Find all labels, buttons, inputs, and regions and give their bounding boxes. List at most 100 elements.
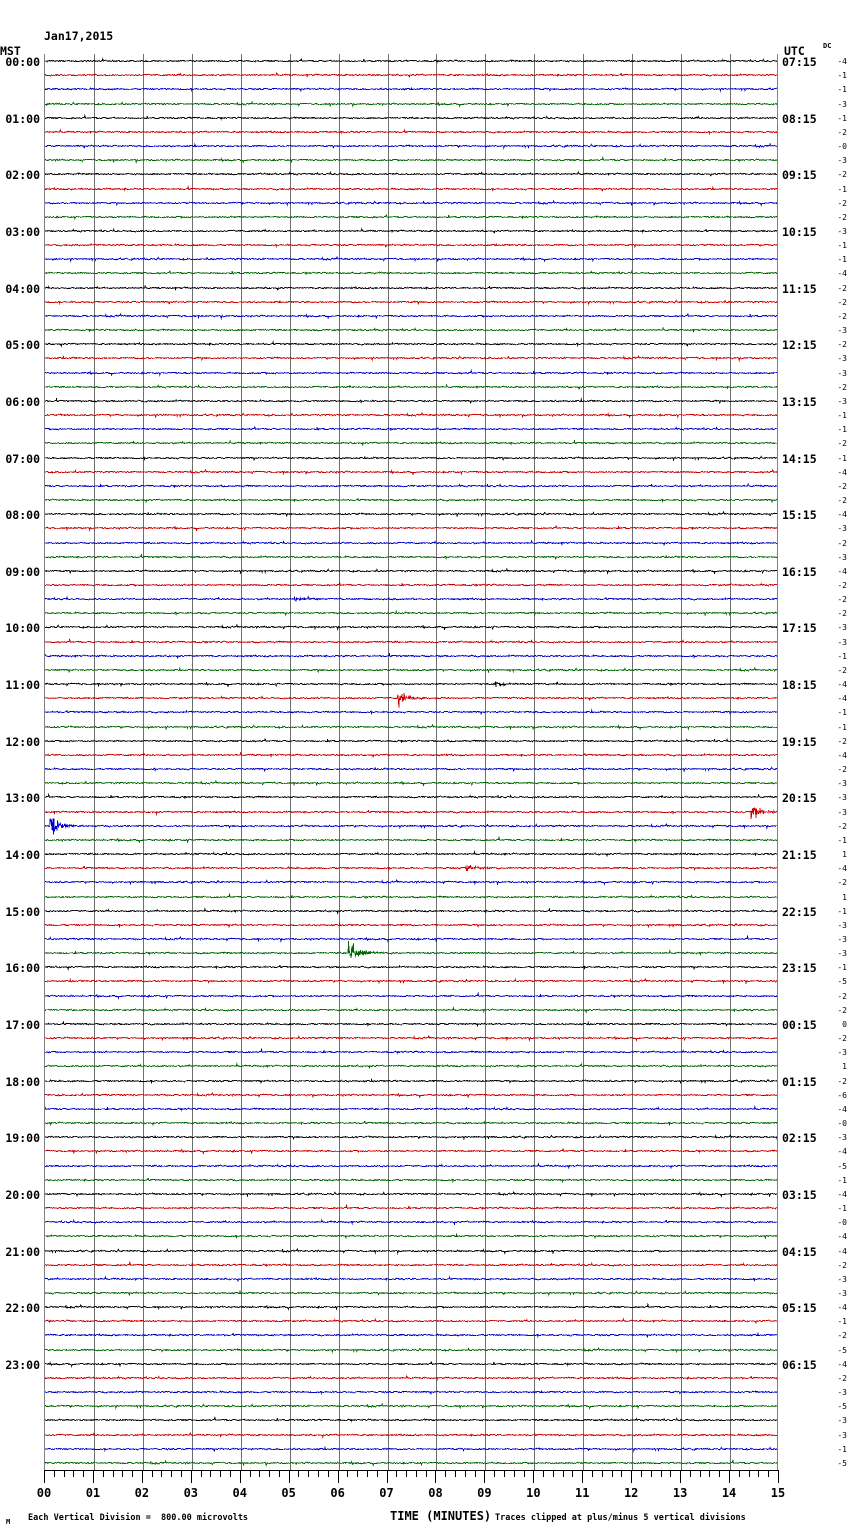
vertical-gridline [583,54,585,1470]
dc-offset-value: -4 [837,566,847,576]
dc-offset-value: -5 [837,1402,847,1412]
dc-offset-value: -2 [837,311,847,321]
seismic-trace [45,670,777,698]
mst-hour-label: 01:00 [5,111,40,126]
x-axis-minor-tick [523,1470,525,1477]
dc-offset-value: -2 [837,1260,847,1270]
utc-hour-label: 19:15 [782,734,817,749]
x-axis-minor-tick [611,1470,613,1477]
dc-offset-value: -1 [837,1317,847,1327]
seismic-trace [45,1406,777,1434]
dc-offset-value: -1 [837,255,847,265]
dc-offset-value: -1 [837,708,847,718]
mst-hour-label: 09:00 [5,564,40,579]
x-axis-major-tick [141,1470,143,1483]
seismic-trace [45,557,777,585]
x-axis-minor-tick [719,1470,721,1477]
x-axis-tick-label: 15 [770,1486,786,1500]
dc-offset-value: -1 [837,1444,847,1454]
dc-offset-value: -2 [837,991,847,1001]
dc-offset-value: 0 [842,1019,847,1029]
seismic-trace [45,90,777,118]
x-axis-tick-label: 11 [575,1486,590,1500]
x-axis-minor-tick [122,1470,124,1477]
x-axis-tick-label: 12 [623,1486,639,1500]
dc-offset-value: -3 [837,99,847,109]
seismic-trace [45,1336,777,1364]
x-axis-minor-tick [132,1470,134,1477]
seismic-trace [45,868,777,896]
x-axis-tick-label: 01 [85,1486,101,1500]
seismic-trace [45,840,777,868]
seismic-trace [45,316,777,344]
dc-offset-value: -4 [837,680,847,690]
dc-offset-value: 1 [842,1062,847,1072]
dc-offset-value: -6 [837,1090,847,1100]
dc-offset-value: -2 [837,765,847,775]
dc-offset-value: -3 [837,396,847,406]
mst-hour-label: 15:00 [5,904,40,919]
seismic-trace [45,1421,777,1449]
x-axis-minor-tick [738,1470,740,1477]
x-axis-minor-tick [63,1470,65,1477]
x-axis-minor-tick [318,1470,320,1477]
mst-hour-label: 14:00 [5,848,40,863]
mst-hour-label: 12:00 [5,734,40,749]
mst-hour-label: 02:00 [5,168,40,183]
seismic-trace [45,1095,777,1123]
dc-offset-value: -2 [837,496,847,506]
seismic-trace [45,146,777,174]
seismic-trace [45,741,777,769]
mst-hour-label: 23:00 [5,1357,40,1372]
dc-offset-value: -3 [837,1133,847,1143]
x-axis-minor-tick [768,1470,770,1477]
helicorder-plot[interactable] [44,54,778,1470]
seismic-trace [45,698,777,726]
x-axis-minor-tick [210,1470,212,1477]
utc-hour-label: 13:15 [782,394,817,409]
seismic-trace [45,1081,777,1109]
seismic-trace [45,1392,777,1420]
seismic-trace [45,245,777,273]
seismic-trace [45,713,777,741]
vertical-gridline [93,54,95,1470]
dc-offset-value: -4 [837,1303,847,1313]
x-axis-minor-tick [650,1470,652,1477]
x-axis-minor-tick [572,1470,574,1477]
dc-column-label: DC [823,42,832,50]
dc-offset-value: -2 [837,736,847,746]
x-axis-major-tick [386,1470,388,1483]
seismic-trace [45,1449,777,1470]
dc-offset-value: -2 [837,127,847,137]
vertical-gridline [485,54,487,1470]
x-axis-minor-tick [53,1470,55,1477]
seismic-trace [45,486,777,514]
seismic-trace [45,132,777,160]
x-axis-minor-tick [171,1470,173,1477]
seismic-trace [45,1321,777,1349]
x-axis-minor-tick [640,1470,642,1477]
vertical-gridline [338,54,340,1470]
seismic-trace [45,274,777,302]
dc-offset-value: -1 [837,425,847,435]
utc-hour-label: 07:15 [782,55,817,70]
dc-offset-value: -2 [837,665,847,675]
dc-offset-value: -3 [837,156,847,166]
dc-offset-value: -5 [837,1161,847,1171]
mst-hour-label: 13:00 [5,791,40,806]
dc-offset-value: -2 [837,1076,847,1086]
dc-offset-value: -1 [837,1204,847,1214]
x-axis-minor-tick [308,1470,310,1477]
dc-offset-value: -4 [837,510,847,520]
utc-hour-label: 14:15 [782,451,817,466]
x-axis-major-tick [533,1470,535,1483]
x-axis-minor-tick [278,1470,280,1477]
seismic-trace [45,727,777,755]
seismic-trace [45,1180,777,1208]
dc-offset-value: -2 [837,1005,847,1015]
x-axis-tick-label: 02 [134,1486,150,1500]
dc-offset-value: -3 [837,1388,847,1398]
dc-offset-value: -1 [837,906,847,916]
x-axis-minor-tick [474,1470,476,1477]
dc-offset-value: -2 [837,581,847,590]
